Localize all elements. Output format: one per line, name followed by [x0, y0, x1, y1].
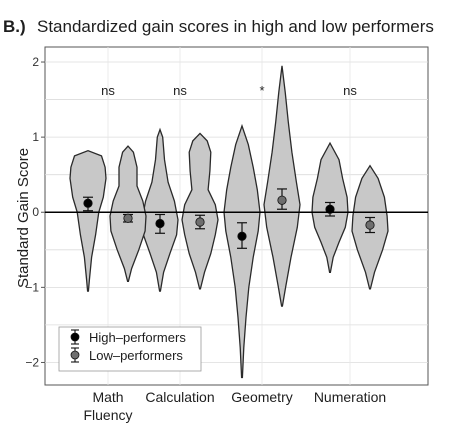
violin-1-1: [181, 132, 219, 290]
x-category-label: Numeration: [314, 389, 386, 405]
mean-point: [325, 204, 335, 214]
significance-label: *: [259, 83, 264, 98]
y-tick-label: 1: [32, 130, 39, 144]
plot-area: −2 −1 0 1 2 ns ns * ns Math Fluency Calculation Geom…: [25, 46, 429, 423]
mean-point: [83, 198, 93, 208]
violin-0-1: [141, 127, 179, 292]
mean-point: [277, 195, 287, 205]
y-tick-label: 2: [32, 55, 39, 69]
significance-label: ns: [173, 83, 187, 98]
significance-label: ns: [101, 83, 115, 98]
legend-label: Low–performers: [89, 348, 183, 363]
mean-point: [155, 218, 165, 229]
legend-label: High–performers: [89, 330, 186, 345]
violin-0-2: [223, 123, 261, 379]
legend-marker: [70, 350, 80, 360]
x-category-label: Fluency: [83, 407, 132, 423]
mean-point: [365, 220, 375, 230]
y-tick-label: 0: [32, 205, 39, 219]
legend-marker: [70, 332, 80, 342]
mean-point: [195, 217, 205, 227]
y-axis-label: Standard Gain Score: [15, 148, 32, 288]
legend-box: [58, 326, 202, 372]
mean-point: [237, 231, 247, 241]
x-category-label: Math: [92, 389, 123, 405]
violin-1-2: [263, 65, 301, 307]
x-category-label: Geometry: [231, 389, 292, 405]
significance-label: ns: [343, 83, 357, 98]
violin-0-0: [69, 150, 107, 292]
x-category-label: Calculation: [145, 389, 214, 405]
chart-title: Standardized gain scores in high and low…: [37, 17, 434, 36]
mean-point: [123, 213, 133, 223]
y-tick-label: −2: [25, 355, 39, 369]
panel-label: B.): [3, 17, 26, 36]
y-tick-label: −1: [25, 280, 39, 294]
